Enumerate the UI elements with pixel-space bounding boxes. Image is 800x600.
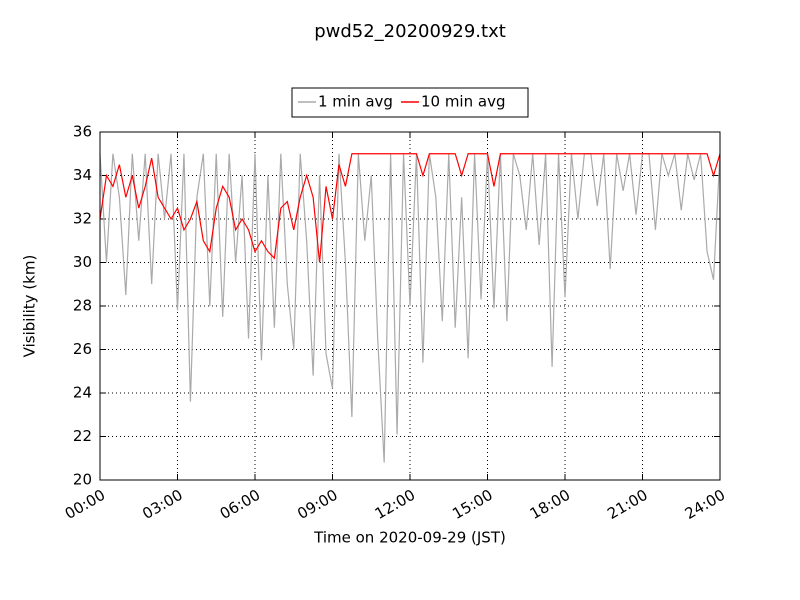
x-tick-label: 06:00	[217, 486, 263, 523]
y-tick-label: 32	[73, 210, 92, 228]
y-tick-label: 28	[73, 297, 92, 315]
x-tick-label: 24:00	[682, 486, 728, 523]
x-tick-label: 03:00	[139, 486, 185, 523]
legend-label: 1 min avg	[318, 93, 393, 111]
y-axis-label: Visibility (km)	[21, 255, 39, 358]
x-axis-label: Time on 2020-09-29 (JST)	[313, 529, 506, 547]
x-tick-label: 09:00	[294, 486, 340, 523]
series-line	[99, 153, 721, 263]
y-tick-label: 30	[73, 253, 92, 271]
x-tick-label: 21:00	[604, 486, 650, 523]
x-tick-label: 00:00	[62, 486, 108, 523]
x-tick-label: 18:00	[527, 486, 573, 523]
y-tick-label: 22	[73, 427, 92, 445]
y-tick-label: 26	[73, 340, 92, 358]
x-tick-label: 12:00	[372, 486, 418, 523]
y-tick-label: 24	[73, 384, 92, 402]
plot-frame	[99, 131, 721, 481]
y-tick-label: 36	[73, 123, 92, 141]
y-tick-label: 20	[73, 471, 92, 489]
legend-label: 10 min avg	[421, 93, 506, 111]
chart-title: pwd52_20200929.txt	[314, 21, 506, 42]
y-tick-label: 34	[73, 166, 92, 184]
x-tick-label: 15:00	[449, 486, 495, 523]
